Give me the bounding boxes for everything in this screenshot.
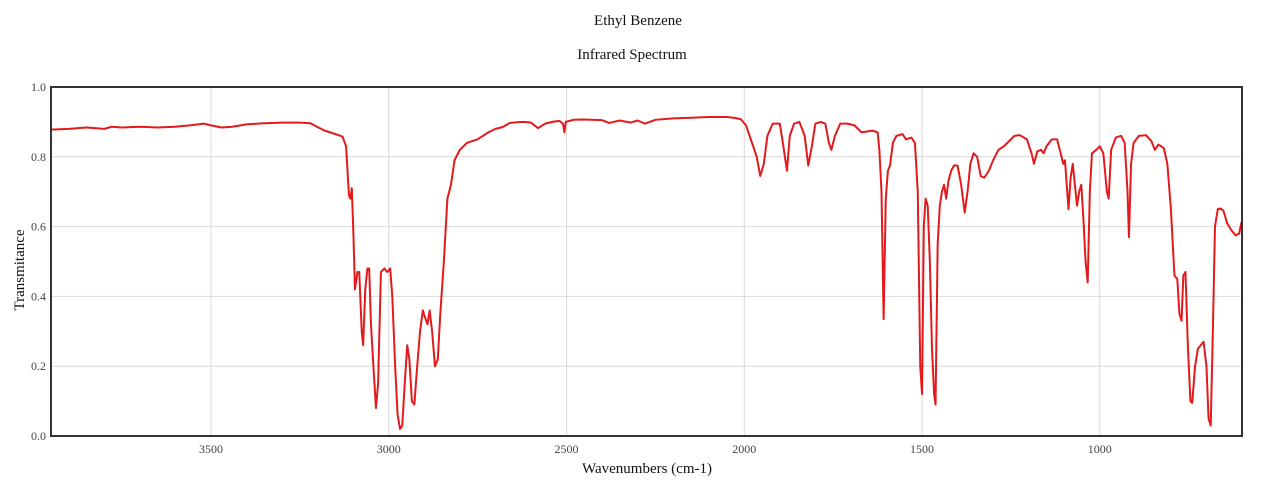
chart-title: Ethyl Benzene bbox=[594, 13, 682, 29]
series-group bbox=[51, 116, 1242, 431]
y-tick-label: 0.0 bbox=[31, 429, 46, 443]
grid-lines bbox=[51, 87, 1242, 436]
y-tick-label: 1.0 bbox=[31, 80, 46, 94]
x-tick-label: 2000 bbox=[732, 442, 756, 456]
y-tick-label: 0.2 bbox=[31, 359, 46, 373]
plot-frame bbox=[50, 86, 1243, 437]
spectrum-line bbox=[51, 116, 1242, 431]
y-tick-labels: 0.0 0.2 0.4 0.6 0.8 1.0 bbox=[31, 80, 46, 443]
x-tick-labels: 3500 3000 2500 2000 1500 1000 bbox=[199, 442, 1112, 456]
x-tick-label: 3000 bbox=[377, 442, 401, 456]
x-tick-label: 2500 bbox=[555, 442, 579, 456]
y-tick-label: 0.8 bbox=[31, 150, 46, 164]
x-tick-label: 3500 bbox=[199, 442, 223, 456]
x-axis-label: Wavenumbers (cm-1) bbox=[582, 461, 712, 477]
x-tick-label: 1500 bbox=[910, 442, 934, 456]
x-tick-label: 1000 bbox=[1088, 442, 1112, 456]
y-tick-label: 0.4 bbox=[31, 289, 46, 303]
y-tick-label: 0.6 bbox=[31, 220, 46, 234]
y-axis-label: Transmitance bbox=[12, 229, 28, 310]
chart-subtitle: Infrared Spectrum bbox=[577, 47, 687, 63]
